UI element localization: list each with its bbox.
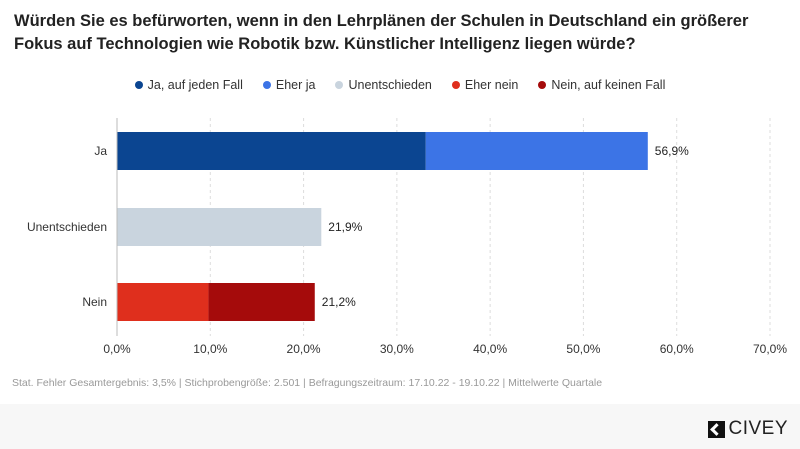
legend-item[interactable]: Nein, auf keinen Fall [538,78,665,92]
civey-logo-icon [708,420,726,438]
data-label: 21,2% [322,295,356,309]
civey-logo: CIVEY [708,418,788,440]
data-label: 56,9% [655,144,689,158]
x-tick-label: 30,0% [380,342,414,356]
legend-dot [262,81,271,89]
category-label: Nein [82,295,107,309]
bar-segment [208,283,315,321]
footer: CIVEY [0,404,800,449]
legend-dot [335,81,344,89]
legend-label: Eher ja [275,78,316,92]
x-tick-label: 60,0% [660,342,694,356]
bar-segment [117,283,209,321]
legend-dot [134,81,143,89]
brand-name: CIVEY [728,418,788,439]
bar-segment [117,208,322,246]
bar-segment [117,132,426,170]
category-label: Ja [94,144,107,158]
x-tick-label: 0,0% [103,342,131,356]
x-tick-label: 10,0% [193,342,227,356]
x-tick-label: 40,0% [473,342,507,356]
legend-label: Ja, auf jeden Fall [147,78,243,92]
x-tick-label: 50,0% [566,342,600,356]
legend-item[interactable]: Eher ja [262,78,316,92]
legend-label: Nein, auf keinen Fall [551,78,666,92]
legend-dot [538,81,547,89]
legend: Ja, auf jeden Fall Eher ja Unentschieden Eh… [0,78,800,92]
category-label: Unentschieden [27,220,107,234]
legend-dot [451,81,460,89]
legend-item[interactable]: Ja, auf jeden Fall [134,78,243,92]
legend-item[interactable]: Unentschieden [335,78,432,92]
bar-chart: 0,0% 10,0% 20,0% 30,0% 40,0% 50,0% 60,0% 70,0% J… [27,118,787,356]
legend-label: Unentschieden [348,78,432,92]
legend-item[interactable]: Eher nein [451,78,519,92]
chart-title: Würden Sie es befürworten, wenn in den L… [14,12,749,53]
data-label: 21,9% [328,220,362,234]
x-tick-label: 20,0% [287,342,321,356]
legend-label: Eher nein [464,78,519,92]
survey-note: Stat. Fehler Gesamtergebnis: 3,5% | Stic… [12,377,603,389]
bar-segment [425,132,648,170]
x-tick-label: 70,0% [753,342,787,356]
